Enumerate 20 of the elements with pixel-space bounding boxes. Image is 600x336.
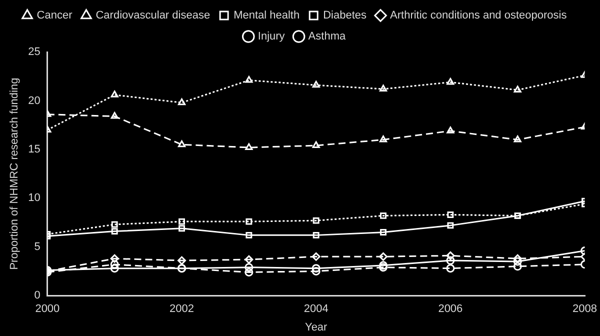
y-tick-label: 0 xyxy=(34,290,40,302)
legend-label: Cancer xyxy=(36,10,73,22)
legend-label: Injury xyxy=(258,30,286,43)
legend-label: Diabetes xyxy=(323,10,368,22)
y-tick-label: 15 xyxy=(28,143,40,156)
x-tick-label: 2008 xyxy=(572,303,598,316)
y-tick-label: 10 xyxy=(28,192,40,204)
y-tick-label: 25 xyxy=(28,46,40,58)
x-tick-label: 2004 xyxy=(304,303,328,316)
x-axis-title: Year xyxy=(304,321,328,334)
legend-label: Mental health xyxy=(234,10,300,22)
x-tick-label: 2006 xyxy=(438,303,463,316)
y-tick-label: 5 xyxy=(34,240,40,253)
x-tick-label: 2000 xyxy=(35,303,60,316)
x-tick-label: 2002 xyxy=(170,303,194,316)
legend-label: Asthma xyxy=(308,30,346,43)
legend-label: Cardiovascular disease xyxy=(96,10,210,22)
y-tick-label: 20 xyxy=(28,94,40,107)
legend-label: Arthritic conditions and osteoporosis xyxy=(390,10,568,22)
y-axis-title: Proportion of NHMRC research funding xyxy=(8,78,21,270)
